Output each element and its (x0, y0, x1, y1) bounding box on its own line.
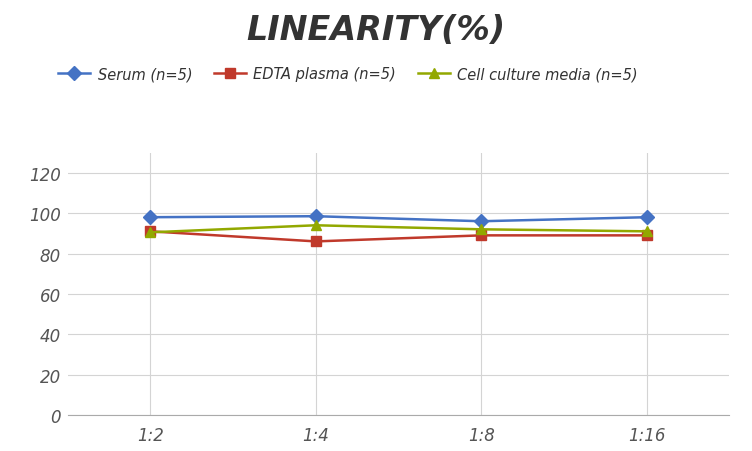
Legend: Serum (n=5), EDTA plasma (n=5), Cell culture media (n=5): Serum (n=5), EDTA plasma (n=5), Cell cul… (53, 61, 644, 88)
Text: LINEARITY(%): LINEARITY(%) (247, 14, 505, 46)
